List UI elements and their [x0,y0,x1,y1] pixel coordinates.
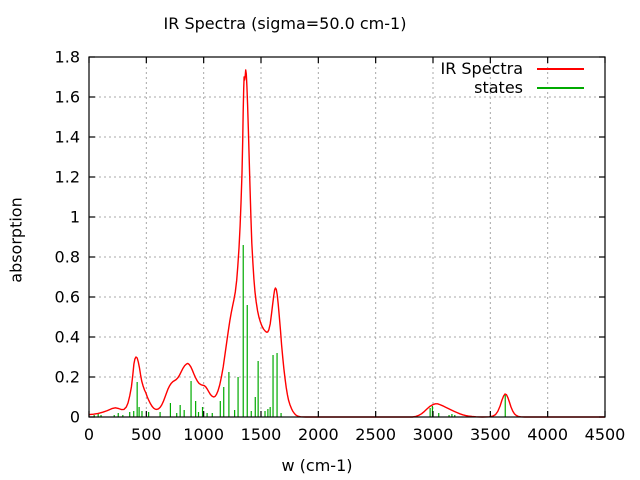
y-tick-label: 1.2 [55,168,80,187]
legend-line-sample-red [537,67,584,70]
y-tick-label: 0.6 [55,288,80,307]
x-tick-label: 3500 [470,425,511,444]
chart-title: IR Spectra (sigma=50.0 cm-1) [163,14,407,33]
legend-row-ir-spectra: IR Spectra [440,59,584,78]
x-tick-label: 4000 [527,425,568,444]
x-axis-label: w (cm-1) [281,456,353,475]
x-tick-label: 500 [131,425,162,444]
y-tick-label: 0.8 [55,248,80,267]
y-tick-label: 0.4 [55,328,80,347]
legend: IR Spectra states [440,59,584,97]
y-tick-label: 0.2 [55,368,80,387]
y-tick-label: 1 [70,208,80,227]
y-tick-label: 0 [70,408,80,427]
y-tick-label: 1.4 [55,128,80,147]
legend-row-states: states [440,78,584,97]
legend-label-states: states [474,78,523,97]
legend-label-ir-spectra: IR Spectra [440,59,523,78]
x-tick-label: 3000 [413,425,454,444]
x-tick-label: 1500 [241,425,282,444]
x-tick-label: 2000 [298,425,339,444]
y-tick-label: 1.8 [55,48,80,67]
legend-line-sample-green [537,86,584,89]
x-tick-label: 2500 [355,425,396,444]
x-tick-label: 0 [84,425,94,444]
y-tick-label: 1.6 [55,88,80,107]
x-tick-label: 4500 [585,425,626,444]
x-tick-label: 1000 [183,425,224,444]
y-axis-label: absorption [6,197,26,283]
